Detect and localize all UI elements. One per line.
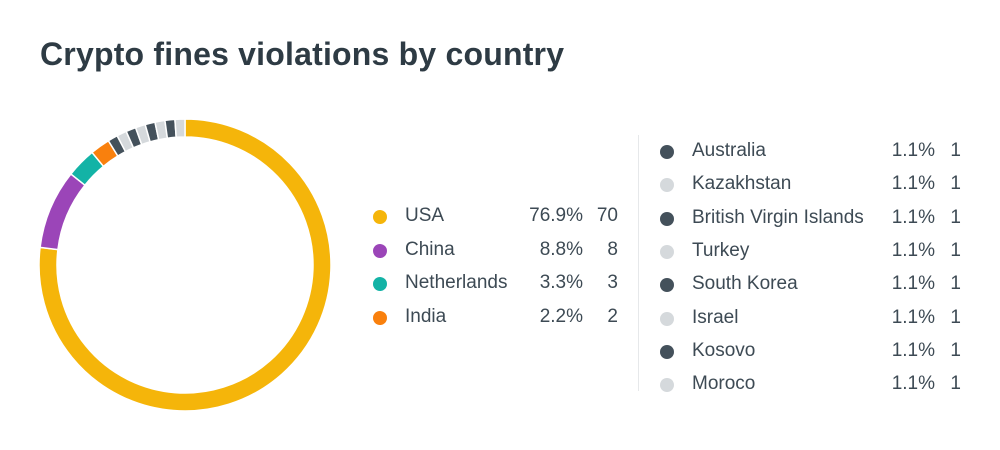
donut-chart	[38, 118, 332, 412]
legend-percent: 76.9%	[529, 205, 583, 226]
legend-percent: 1.1%	[891, 173, 935, 195]
legend-divider	[638, 135, 639, 391]
legend-label: Kosovo	[692, 339, 756, 361]
slice-moroco	[174, 118, 186, 139]
legend-count: 1	[950, 273, 961, 295]
legend-label: India	[405, 305, 447, 327]
legend-percent: 1.1%	[891, 206, 935, 228]
chart-title: Crypto fines violations by country	[40, 36, 565, 72]
legend-count: 1	[950, 373, 961, 395]
legend-swatch	[660, 378, 674, 393]
legend-label: British Virgin Islands	[692, 206, 864, 228]
legend-count: 70	[596, 205, 618, 226]
legend-label: South Korea	[692, 273, 798, 295]
legend-swatch	[660, 145, 674, 159]
slice-usa	[38, 118, 332, 412]
legend-swatch	[373, 210, 387, 224]
legend-label: China	[405, 238, 455, 260]
legend-percent: 1.1%	[891, 140, 935, 161]
legend-swatch	[373, 277, 387, 291]
legend-label: Moroco	[692, 373, 756, 395]
legend-count: 1	[950, 173, 961, 195]
legend-percent: 1.1%	[891, 373, 935, 395]
legend-count: 1	[950, 339, 961, 361]
legend-count: 1	[950, 140, 961, 161]
legend-percent: 1.1%	[891, 306, 935, 328]
legend-count: 1	[950, 306, 961, 328]
legend-percent: 3.3%	[539, 272, 583, 293]
legend-label: Netherlands	[405, 272, 508, 293]
legend-count: 1	[950, 239, 961, 261]
legend-swatch	[660, 244, 674, 259]
legend-swatch	[373, 310, 387, 325]
legend-label: Israel	[692, 306, 739, 328]
legend-count: 8	[607, 238, 618, 260]
legend-label: USA	[405, 205, 445, 226]
legend-swatch	[660, 178, 674, 193]
legend-percent: 2.2%	[539, 305, 583, 327]
legend-percent: 8.8%	[539, 238, 583, 260]
legend-count: 3	[607, 272, 618, 293]
slice-china	[39, 172, 86, 251]
legend-swatch	[660, 344, 674, 359]
legend-swatch	[660, 211, 674, 226]
legend-swatch	[373, 243, 387, 258]
legend-percent: 1.1%	[891, 239, 935, 261]
legend-percent: 1.1%	[891, 339, 935, 361]
legend-swatch	[660, 278, 674, 293]
legend-count: 2	[607, 305, 618, 327]
legend-percent: 1.1%	[891, 273, 935, 295]
legend-label: Turkey	[692, 239, 750, 261]
legend-swatch	[660, 311, 674, 326]
legend-count: 1	[950, 206, 961, 228]
legend-label: Kazakhstan	[692, 173, 792, 195]
legend-label: Australia	[692, 140, 766, 161]
